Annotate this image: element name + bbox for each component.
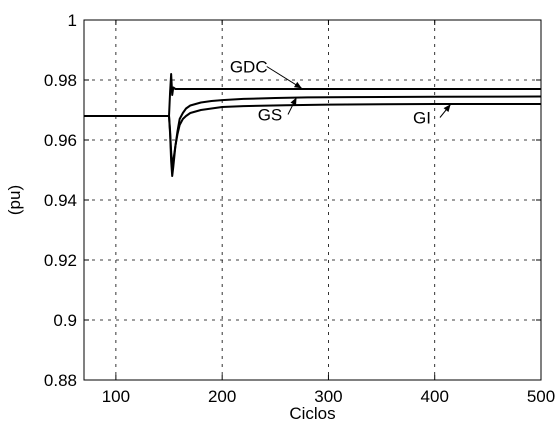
y-tick-label: 0.88 xyxy=(44,371,77,390)
ticks: 100 200 300 400 500 0.88 0.9 0.92 0.94 0.96 0.98 1 xyxy=(44,11,555,406)
y-axis-label: (pu) xyxy=(5,185,24,215)
x-axis-label: Ciclos xyxy=(289,404,335,423)
grid xyxy=(84,19,542,381)
x-tick-label: 200 xyxy=(208,387,236,406)
series-group xyxy=(84,73,542,177)
x-tick-label: 500 xyxy=(527,387,555,406)
y-tick-label: 0.9 xyxy=(53,311,77,330)
x-tick-label: 300 xyxy=(314,387,342,406)
annotation-arrowhead xyxy=(293,81,302,89)
y-tick-label: 0.94 xyxy=(44,191,77,210)
annotation-group: GDC GS GI xyxy=(230,58,452,128)
plot-frame xyxy=(83,19,542,381)
annotation-label-gdc: GDC xyxy=(230,58,268,77)
annotation-arrowhead xyxy=(290,97,297,106)
annotation-label-gs: GS xyxy=(258,106,283,125)
series-line-gdc xyxy=(84,73,541,117)
y-tick-label: 0.98 xyxy=(44,71,77,90)
series-line-gs xyxy=(84,95,542,177)
annotation-label-gi: GI xyxy=(413,109,431,128)
y-tick-label: 1 xyxy=(68,11,77,30)
x-tick-label: 400 xyxy=(421,387,449,406)
y-tick-label: 0.96 xyxy=(44,131,77,150)
annotation-arrowhead xyxy=(443,104,451,112)
series-line-gi xyxy=(84,103,541,165)
y-tick-label: 0.92 xyxy=(44,251,77,270)
x-tick-label: 100 xyxy=(102,387,130,406)
